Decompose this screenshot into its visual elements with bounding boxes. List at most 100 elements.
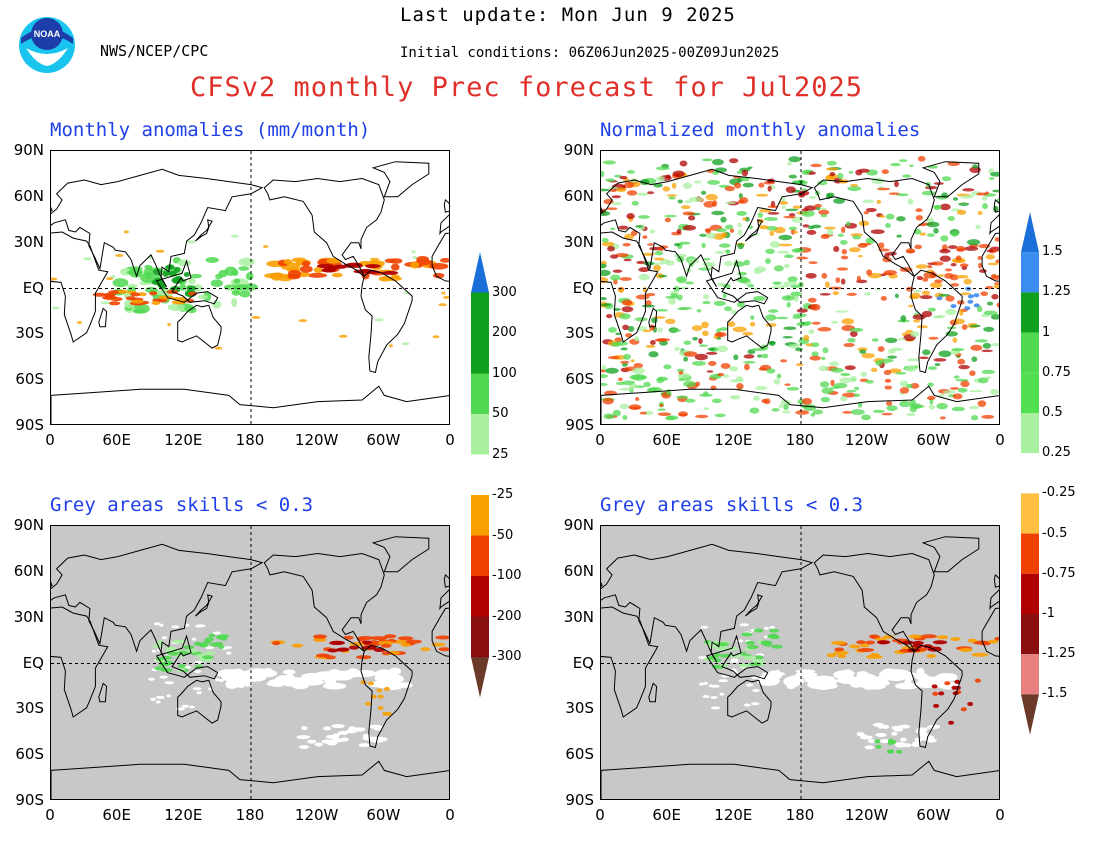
colorbar-segment bbox=[1021, 252, 1039, 293]
coastline-africa bbox=[601, 231, 659, 343]
map-skill-masked-normalized bbox=[600, 525, 1000, 800]
colorbar-segment bbox=[1021, 654, 1039, 695]
coastline-africa bbox=[51, 231, 109, 343]
lat-tick-label: 30N bbox=[13, 607, 44, 626]
panel-title-normalized: Normalized monthly anomalies bbox=[600, 119, 921, 141]
lon-tick-label: 120E bbox=[714, 431, 753, 449]
colorbar-tick-label: 1.25 bbox=[1042, 284, 1071, 300]
lon-tick-label: 180 bbox=[785, 431, 815, 449]
lat-tick-label: 90S bbox=[15, 416, 44, 434]
lon-tick-label: 180 bbox=[785, 806, 815, 824]
colorbar-tick-label: 0.75 bbox=[1042, 364, 1071, 380]
colorbar-tick-label: 1 bbox=[1042, 324, 1051, 340]
colorbar-tick-label: -50 bbox=[492, 527, 514, 543]
coastline-indonesia bbox=[155, 634, 219, 680]
coastline-eurasia bbox=[989, 214, 999, 236]
lat-tick-label: 90N bbox=[563, 516, 594, 534]
coastline-africa bbox=[601, 606, 659, 718]
coastline-indonesia bbox=[705, 259, 769, 305]
lat-tick-label: 60N bbox=[13, 561, 44, 580]
colorbar-segment bbox=[471, 454, 489, 495]
lat-tick-label: 90S bbox=[565, 791, 594, 809]
coastline-antarctica bbox=[601, 385, 999, 424]
lat-tick-label: 30N bbox=[563, 607, 594, 626]
coastline-northamerica bbox=[813, 177, 935, 277]
colorbar-segment bbox=[1021, 372, 1039, 413]
lat-tick-label: 90S bbox=[15, 791, 44, 809]
colorbar-tick-label: 100 bbox=[492, 365, 517, 381]
panel-title-skill-right: Grey areas skills < 0.3 bbox=[600, 494, 864, 516]
lat-tick-label: 60S bbox=[15, 370, 44, 389]
colorbar-segment bbox=[471, 576, 489, 617]
colorbar-tick-label: -200 bbox=[492, 608, 522, 624]
coastline-greenland bbox=[371, 161, 430, 198]
lon-tick-label: 0 bbox=[595, 431, 605, 449]
coastline-indonesia bbox=[705, 634, 769, 680]
coastline-uk bbox=[51, 581, 53, 587]
lat-tick-label: EQ bbox=[22, 278, 44, 297]
colorbar-segment bbox=[1021, 493, 1039, 534]
panel-title-anomalies: Monthly anomalies (mm/month) bbox=[50, 119, 371, 141]
page-title: CFSv2 monthly Prec forecast for Jul2025 bbox=[190, 72, 863, 103]
coastline-southamerica bbox=[910, 644, 963, 749]
lat-tick-label: 60S bbox=[565, 370, 594, 389]
lon-tick-label: 120E bbox=[164, 431, 203, 449]
lon-tick-label: 60E bbox=[652, 431, 681, 449]
colorbar-tick-label: 1.5 bbox=[1042, 244, 1063, 260]
coastline-antarctica bbox=[51, 385, 449, 424]
colorbar-tick-label: 200 bbox=[492, 325, 517, 340]
lon-tick-label: 180 bbox=[235, 431, 265, 449]
colorbar-tick-label: -25 bbox=[492, 487, 514, 502]
colorbar-segment bbox=[1021, 573, 1039, 614]
coastline-africa bbox=[51, 606, 109, 718]
map-anomalies bbox=[50, 150, 450, 425]
lat-tick-label: 90S bbox=[565, 416, 594, 434]
coastline-antarctica bbox=[601, 760, 999, 799]
coastline-southamerica bbox=[360, 269, 413, 374]
lat-tick-label: 90N bbox=[13, 141, 44, 159]
coastline-uk bbox=[51, 206, 53, 212]
coastline-japan bbox=[745, 219, 763, 242]
noaa-logo: NOAA bbox=[18, 14, 76, 76]
colorbar-anomalies bbox=[470, 252, 530, 698]
coastline-eurasia bbox=[601, 543, 814, 663]
colorbar-segment bbox=[471, 535, 489, 576]
coastline-northamerica bbox=[813, 552, 935, 652]
colorbar-tick-label: -300 bbox=[492, 649, 522, 664]
lon-tick-label: 60W bbox=[366, 431, 401, 449]
coastline-greenland bbox=[921, 161, 980, 198]
colorbar-tick-label: -1.25 bbox=[1042, 646, 1076, 662]
lon-tick-label: 60E bbox=[102, 431, 131, 449]
colorbar-tick-label: -0.5 bbox=[1042, 525, 1068, 541]
lat-tick-label: 30N bbox=[13, 232, 44, 251]
panel-title-skill-left: Grey areas skills < 0.3 bbox=[50, 494, 314, 516]
lat-tick-label: 60S bbox=[565, 745, 594, 764]
last-update-text: Last update: Mon Jun 9 2025 bbox=[400, 4, 736, 26]
noaa-logo-text: NOAA bbox=[34, 29, 61, 39]
colorbar-segment bbox=[471, 373, 489, 414]
colorbar-normalized bbox=[1020, 212, 1080, 737]
colorbar-segment bbox=[1021, 533, 1039, 574]
lon-tick-label: 0 bbox=[595, 806, 605, 824]
coastline-australia bbox=[727, 679, 772, 724]
lon-tick-label: 120W bbox=[844, 806, 889, 824]
coastline-eurasia bbox=[51, 168, 264, 288]
colorbar-bottom-arrow bbox=[1021, 694, 1039, 735]
colorbar-top-arrow bbox=[471, 252, 489, 293]
coastline-australia bbox=[177, 679, 222, 724]
lat-tick-label: EQ bbox=[572, 278, 594, 297]
lat-tick-label: 30S bbox=[15, 324, 44, 343]
coastline-madagascar bbox=[648, 682, 658, 703]
lon-tick-label: 180 bbox=[235, 806, 265, 824]
coastline-southamerica bbox=[360, 644, 413, 749]
coastline-indonesia bbox=[155, 259, 219, 305]
coastline-uk bbox=[601, 581, 603, 587]
coastline-africa bbox=[431, 607, 449, 657]
colorbar-tick-label: 50 bbox=[492, 406, 509, 421]
lat-tick-label: 30S bbox=[565, 699, 594, 718]
coastline-japan bbox=[195, 219, 213, 242]
coastline-japan bbox=[745, 594, 763, 617]
coastline-antarctica bbox=[51, 760, 449, 799]
coastline-eurasia bbox=[51, 543, 264, 663]
coastline-greenland bbox=[921, 536, 980, 573]
